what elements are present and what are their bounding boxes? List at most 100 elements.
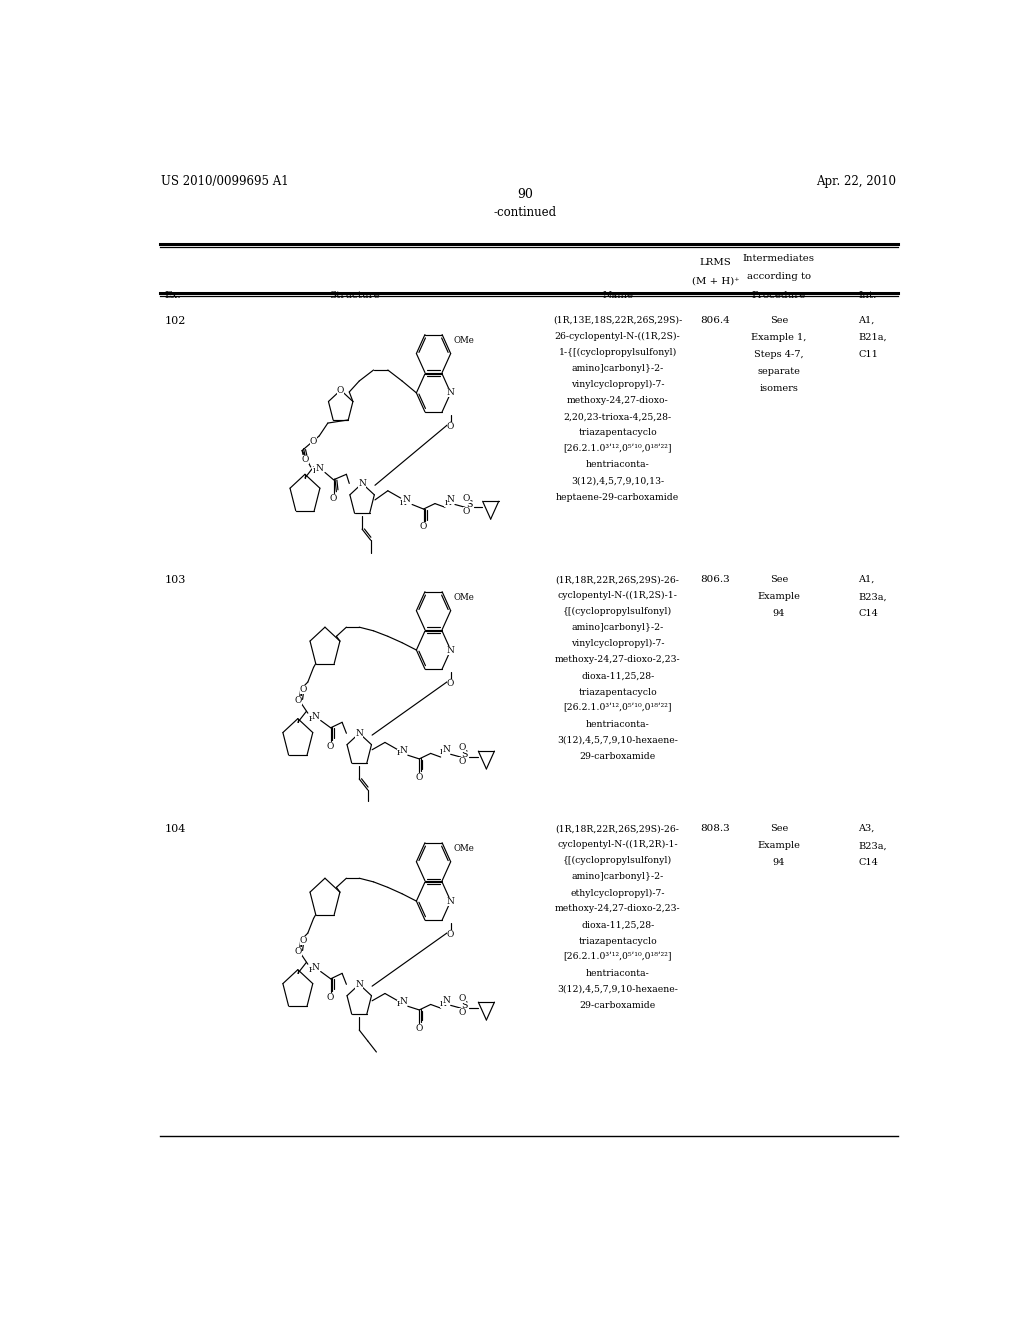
Text: Example: Example xyxy=(758,593,800,601)
Text: N: N xyxy=(402,495,411,504)
Text: A1,: A1, xyxy=(858,315,874,325)
Text: Name: Name xyxy=(602,290,633,300)
Text: O: O xyxy=(327,993,335,1002)
Text: 26-cyclopentyl-N-((1R,2S)-: 26-cyclopentyl-N-((1R,2S)- xyxy=(555,333,681,341)
Text: -continued: -continued xyxy=(494,206,556,219)
Text: dioxa-11,25,28-: dioxa-11,25,28- xyxy=(581,920,654,929)
Text: O: O xyxy=(294,946,301,956)
Text: Example: Example xyxy=(758,841,800,850)
Text: N: N xyxy=(399,997,408,1006)
Text: methoxy-24,27-dioxo-2,23-: methoxy-24,27-dioxo-2,23- xyxy=(555,656,681,664)
Text: methoxy-24,27-dioxo-2,23-: methoxy-24,27-dioxo-2,23- xyxy=(555,904,681,913)
Text: O: O xyxy=(459,743,466,752)
Text: N: N xyxy=(446,645,455,655)
Text: amino]carbonyl}-2-: amino]carbonyl}-2- xyxy=(571,623,664,632)
Text: C11: C11 xyxy=(858,350,878,359)
Text: (1R,13E,18S,22R,26S,29S)-: (1R,13E,18S,22R,26S,29S)- xyxy=(553,315,682,325)
Text: {[(cyclopropylsulfonyl): {[(cyclopropylsulfonyl) xyxy=(563,607,673,616)
Text: Ex.: Ex. xyxy=(165,290,181,300)
Text: O: O xyxy=(416,1024,423,1032)
Text: H: H xyxy=(396,750,403,758)
Text: (1R,18R,22R,26S,29S)-26-: (1R,18R,22R,26S,29S)-26- xyxy=(556,824,680,833)
Text: H: H xyxy=(440,748,446,756)
Text: N: N xyxy=(358,479,366,488)
Text: cyclopentyl-N-((1R,2S)-1-: cyclopentyl-N-((1R,2S)-1- xyxy=(558,591,678,601)
Text: vinylcyclopropyl)-7-: vinylcyclopropyl)-7- xyxy=(571,639,665,648)
Text: triazapentacyclo: triazapentacyclo xyxy=(579,429,657,437)
Text: dioxa-11,25,28-: dioxa-11,25,28- xyxy=(581,672,654,681)
Text: OMe: OMe xyxy=(454,337,474,346)
Text: N: N xyxy=(446,896,455,906)
Text: 806.3: 806.3 xyxy=(700,576,730,585)
Text: separate: separate xyxy=(758,367,800,376)
Text: hentriaconta-: hentriaconta- xyxy=(586,719,649,729)
Text: H: H xyxy=(396,1001,403,1008)
Text: [26.2.1.0³ʹ¹²,0⁵ʹ¹⁰,0¹⁸ʹ²²]: [26.2.1.0³ʹ¹²,0⁵ʹ¹⁰,0¹⁸ʹ²²] xyxy=(563,704,672,713)
Text: O: O xyxy=(447,931,455,940)
Text: H: H xyxy=(399,499,407,507)
Text: (1R,18R,22R,26S,29S)-26-: (1R,18R,22R,26S,29S)-26- xyxy=(556,576,680,585)
Text: vinylcyclopropyl)-7-: vinylcyclopropyl)-7- xyxy=(571,380,665,389)
Text: hentriaconta-: hentriaconta- xyxy=(586,969,649,978)
Text: O: O xyxy=(447,422,455,432)
Text: according to: according to xyxy=(746,272,811,281)
Text: H: H xyxy=(444,499,452,507)
Text: 806.4: 806.4 xyxy=(700,315,730,325)
Text: B23a,: B23a, xyxy=(858,593,887,601)
Text: 808.3: 808.3 xyxy=(700,824,730,833)
Text: US 2010/0099695 A1: US 2010/0099695 A1 xyxy=(162,174,289,187)
Text: 1-{[(cyclopropylsulfonyl): 1-{[(cyclopropylsulfonyl) xyxy=(558,348,677,358)
Text: O: O xyxy=(459,1008,466,1018)
Text: amino]carbonyl}-2-: amino]carbonyl}-2- xyxy=(571,873,664,882)
Text: Steps 4-7,: Steps 4-7, xyxy=(754,350,804,359)
Text: O: O xyxy=(463,507,470,516)
Text: N: N xyxy=(442,997,451,1006)
Text: Structure: Structure xyxy=(329,290,380,300)
Text: [26.2.1.0³ʹ¹²,0⁵ʹ¹⁰,0¹⁸ʹ²²]: [26.2.1.0³ʹ¹²,0⁵ʹ¹⁰,0¹⁸ʹ²²] xyxy=(563,953,672,962)
Text: C14: C14 xyxy=(858,610,878,618)
Text: H: H xyxy=(308,966,315,974)
Text: O: O xyxy=(447,680,455,688)
Text: O: O xyxy=(300,685,307,694)
Text: S: S xyxy=(462,750,468,759)
Text: 103: 103 xyxy=(165,576,186,585)
Text: S: S xyxy=(462,1001,468,1010)
Text: Int.: Int. xyxy=(858,290,877,300)
Text: 104: 104 xyxy=(165,824,186,834)
Text: S: S xyxy=(466,500,472,510)
Text: methoxy-24,27-dioxo-: methoxy-24,27-dioxo- xyxy=(566,396,669,405)
Text: Intermediates: Intermediates xyxy=(742,253,815,263)
Text: H: H xyxy=(308,714,315,722)
Text: N: N xyxy=(311,713,319,721)
Text: See: See xyxy=(770,576,787,585)
Text: See: See xyxy=(770,315,787,325)
Text: [26.2.1.0³ʹ¹²,0⁵ʹ¹⁰,0¹⁸ʹ²²]: [26.2.1.0³ʹ¹²,0⁵ʹ¹⁰,0¹⁸ʹ²²] xyxy=(563,445,672,454)
Text: C14: C14 xyxy=(858,858,878,867)
Text: 94: 94 xyxy=(772,610,785,618)
Text: ethylcyclopropyl)-7-: ethylcyclopropyl)-7- xyxy=(570,888,665,898)
Text: O: O xyxy=(330,494,337,503)
Text: amino]carbonyl}-2-: amino]carbonyl}-2- xyxy=(571,364,664,374)
Text: triazapentacyclo: triazapentacyclo xyxy=(579,937,657,945)
Text: 3(12),4,5,7,9,10,13-: 3(12),4,5,7,9,10,13- xyxy=(571,477,665,486)
Text: O: O xyxy=(459,758,466,766)
Text: Example 1,: Example 1, xyxy=(751,333,807,342)
Text: heptaene-29-carboxamide: heptaene-29-carboxamide xyxy=(556,492,679,502)
Text: N: N xyxy=(315,465,324,474)
Text: O: O xyxy=(459,994,466,1003)
Text: (M + H)⁺: (M + H)⁺ xyxy=(691,276,739,285)
Text: O: O xyxy=(310,437,317,446)
Text: N: N xyxy=(446,388,455,397)
Text: O: O xyxy=(337,385,344,395)
Text: 2,20,23-trioxa-4,25,28-: 2,20,23-trioxa-4,25,28- xyxy=(563,412,672,421)
Text: O: O xyxy=(301,455,308,465)
Text: isomers: isomers xyxy=(760,384,798,393)
Text: A3,: A3, xyxy=(858,824,874,833)
Text: O: O xyxy=(416,772,423,781)
Text: triazapentacyclo: triazapentacyclo xyxy=(579,688,657,697)
Text: 102: 102 xyxy=(165,315,186,326)
Text: 94: 94 xyxy=(772,858,785,867)
Text: LRMS: LRMS xyxy=(699,257,731,267)
Text: Procedure: Procedure xyxy=(752,290,806,300)
Text: O: O xyxy=(300,936,307,945)
